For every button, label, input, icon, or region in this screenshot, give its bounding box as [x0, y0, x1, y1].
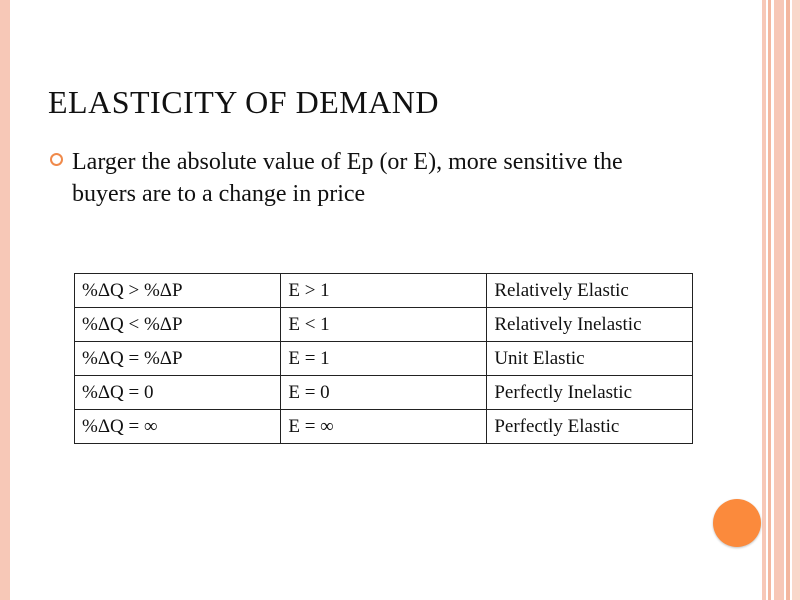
table-row: %ΔQ > %ΔP E > 1 Relatively Elastic	[73, 273, 693, 308]
table-row: %ΔQ = %ΔP E = 1 Unit Elastic	[73, 341, 693, 376]
right-stripes-decoration	[762, 0, 800, 600]
value-cell: E = ∞	[280, 409, 488, 444]
elasticity-table: %ΔQ > %ΔP E > 1 Relatively Elastic %ΔQ <…	[73, 273, 693, 444]
label-cell: Perfectly Elastic	[486, 409, 693, 444]
orange-circle-decoration	[713, 499, 761, 547]
label-cell: Relatively Elastic	[486, 273, 693, 308]
bullet-text: Larger the absolute value of Ep (or E), …	[72, 149, 623, 207]
value-cell: E < 1	[280, 307, 488, 342]
stripe	[762, 0, 766, 600]
stripe	[792, 0, 800, 600]
stripe	[768, 0, 771, 600]
value-cell: E = 0	[280, 375, 488, 410]
stripe	[786, 0, 790, 600]
slide-title: ELASTICITY OF DEMAND	[48, 84, 440, 120]
label-cell: Perfectly Inelastic	[486, 375, 693, 410]
left-border-decoration	[0, 0, 10, 600]
table-row: %ΔQ = 0 E = 0 Perfectly Inelastic	[73, 375, 693, 410]
condition-cell: %ΔQ > %ΔP	[73, 273, 282, 308]
condition-cell: %ΔQ = ∞	[73, 409, 282, 444]
label-cell: Relatively Inelastic	[486, 307, 693, 342]
value-cell: E > 1	[280, 273, 488, 308]
table-row: %ΔQ < %ΔP E < 1 Relatively Inelastic	[73, 307, 693, 342]
condition-cell: %ΔQ < %ΔP	[73, 307, 282, 342]
stripe	[774, 0, 784, 600]
value-cell: E = 1	[280, 341, 488, 376]
table-row: %ΔQ = ∞ E = ∞ Perfectly Elastic	[73, 409, 693, 444]
condition-cell: %ΔQ = %ΔP	[73, 341, 282, 376]
label-cell: Unit Elastic	[486, 341, 693, 376]
bullet-circle-icon	[50, 153, 63, 166]
condition-cell: %ΔQ = 0	[73, 375, 282, 410]
